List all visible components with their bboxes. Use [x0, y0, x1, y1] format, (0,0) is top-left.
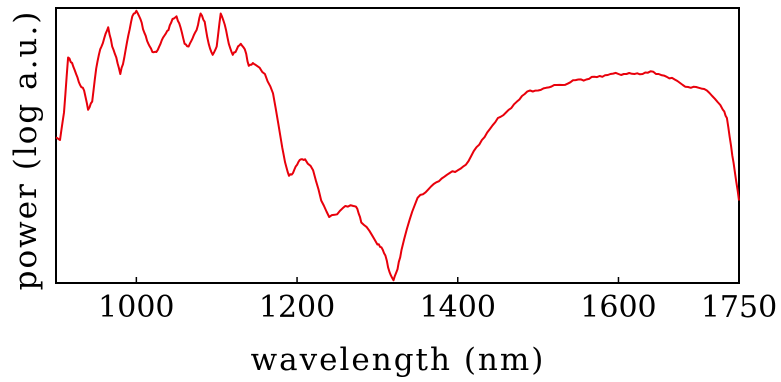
y-axis-title: power (log a.u.) [8, 10, 44, 291]
x-tick-group: 1000 1200 1400 1600 1750 [98, 277, 777, 325]
x-tick-label: 1000 [98, 290, 174, 325]
x-tick-label: 1600 [580, 290, 656, 325]
x-tick-label: 1400 [420, 290, 496, 325]
plot-frame [55, 7, 740, 284]
x-tick-label: 1200 [259, 290, 335, 325]
spectrum-line-0 [55, 9, 740, 282]
x-axis-title: wavelength (nm) [251, 342, 546, 378]
x-tick-label: 1750 [701, 290, 777, 325]
plot-area [55, 7, 740, 284]
